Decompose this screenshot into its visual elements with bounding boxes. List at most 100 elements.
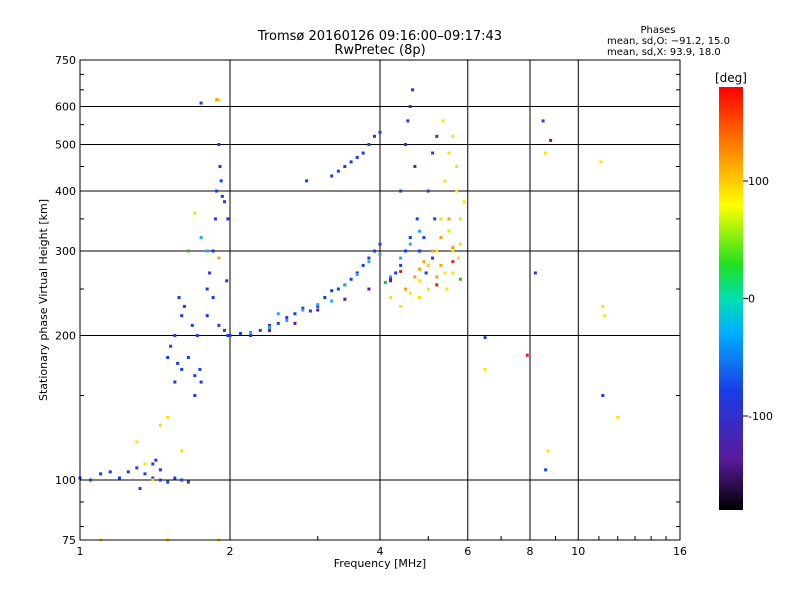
- data-point: [143, 462, 147, 466]
- data-point: [316, 303, 320, 307]
- data-point: [422, 236, 426, 240]
- data-point: [215, 98, 219, 102]
- data-point: [276, 321, 280, 325]
- data-point: [603, 314, 607, 318]
- data-point: [417, 229, 421, 233]
- data-point: [223, 200, 227, 204]
- data-point: [417, 279, 421, 283]
- colorbar-label: [deg]: [715, 71, 747, 85]
- data-point: [599, 160, 603, 164]
- data-point: [267, 323, 271, 327]
- data-point: [439, 217, 443, 221]
- data-point: [378, 253, 382, 257]
- data-point: [422, 260, 426, 264]
- data-point: [373, 249, 377, 253]
- data-point: [367, 256, 371, 260]
- data-point: [158, 423, 162, 427]
- data-point: [349, 277, 353, 281]
- data-point: [389, 277, 393, 281]
- data-point: [399, 263, 403, 267]
- data-point: [383, 280, 387, 284]
- data-point: [439, 263, 443, 267]
- data-point: [408, 236, 412, 240]
- data-point: [138, 487, 142, 491]
- data-point: [190, 323, 194, 327]
- data-point: [483, 367, 487, 371]
- chart-title: Tromsø 20160126 09:16:00–09:17:43: [257, 29, 502, 44]
- data-point: [330, 174, 334, 178]
- data-point: [533, 271, 537, 275]
- data-point: [225, 279, 229, 283]
- y-tick-label: 100: [55, 474, 76, 487]
- data-point: [451, 271, 455, 275]
- data-point: [399, 269, 403, 273]
- data-point: [305, 179, 309, 183]
- data-point: [403, 287, 407, 291]
- data-point: [413, 164, 417, 168]
- chart-subtitle: RwPretec (8p): [334, 43, 425, 58]
- data-point: [226, 217, 230, 221]
- data-point: [399, 256, 403, 260]
- data-point: [336, 287, 340, 291]
- data-point: [378, 242, 382, 246]
- data-point: [426, 189, 430, 193]
- data-point: [411, 88, 415, 92]
- data-point: [458, 217, 462, 221]
- data-point: [443, 179, 447, 183]
- data-point: [239, 331, 243, 335]
- data-point: [301, 308, 305, 312]
- data-point: [355, 273, 359, 277]
- data-point: [223, 328, 227, 332]
- data-point: [198, 367, 202, 371]
- y-axis-label: Stationary phase Virtual Height [km]: [37, 199, 50, 401]
- data-point: [173, 476, 177, 480]
- data-point: [193, 374, 197, 378]
- data-point: [399, 189, 403, 193]
- data-point: [417, 296, 421, 300]
- data-point: [177, 296, 181, 300]
- colorbar-ticks: 100 0 -100: [743, 175, 773, 423]
- data-point: [193, 211, 197, 215]
- data-point: [361, 263, 365, 267]
- data-point: [549, 138, 553, 142]
- data-point: [158, 468, 162, 472]
- data-point: [415, 217, 419, 221]
- data-point: [541, 119, 545, 123]
- data-point: [343, 297, 347, 301]
- data-point: [215, 189, 219, 193]
- data-point: [301, 306, 305, 310]
- data-point: [455, 189, 459, 193]
- data-point: [193, 394, 197, 398]
- x-tick-label: 2: [227, 545, 234, 558]
- data-point: [349, 160, 353, 164]
- data-point: [546, 449, 550, 453]
- data-point: [355, 271, 359, 275]
- phase-info-o: mean, sd,O: −91.2, 15.0: [607, 36, 730, 47]
- data-point: [431, 256, 435, 260]
- data-point: [220, 194, 224, 198]
- y-tick-label: 400: [55, 185, 76, 198]
- data-point: [267, 325, 271, 329]
- data-point: [343, 164, 347, 168]
- data-point: [431, 151, 435, 155]
- data-point: [433, 217, 437, 221]
- data-point: [403, 249, 407, 253]
- data-point: [228, 334, 232, 338]
- x-tick-label: 8: [527, 545, 534, 558]
- data-point: [176, 361, 180, 365]
- data-point: [293, 321, 297, 325]
- data-point: [180, 449, 184, 453]
- data-point: [330, 289, 334, 293]
- data-point: [285, 316, 289, 320]
- data-point: [389, 296, 393, 300]
- data-point: [182, 304, 186, 308]
- data-point: [462, 200, 466, 204]
- data-points: [78, 88, 620, 542]
- data-point: [211, 296, 215, 300]
- data-point: [544, 468, 548, 472]
- data-point: [169, 344, 173, 348]
- data-point: [195, 334, 199, 338]
- data-point: [361, 151, 365, 155]
- data-point: [217, 98, 221, 102]
- data-point: [323, 296, 327, 300]
